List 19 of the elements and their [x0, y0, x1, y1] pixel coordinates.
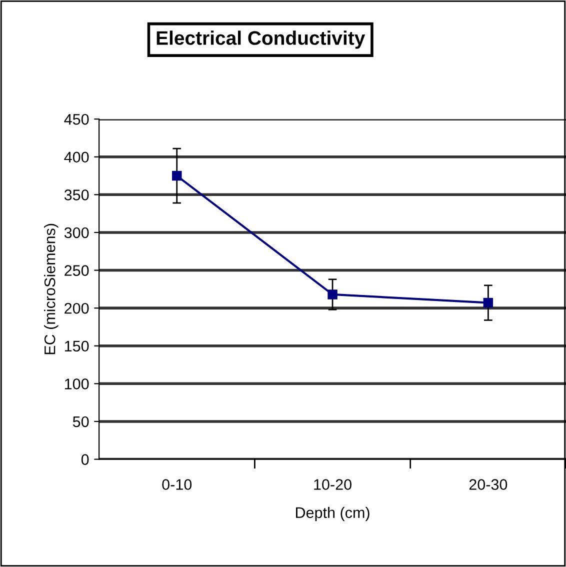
chart-title: Electrical Conductivity — [156, 30, 366, 49]
y-tick-label: 50 — [72, 416, 89, 428]
y-tick-label: 350 — [64, 190, 89, 200]
y-tick-label: 450 — [64, 114, 89, 125]
x-axis-title: Depth (cm) — [296, 506, 370, 522]
y-tick-label: 150 — [65, 340, 89, 352]
point — [483, 298, 494, 308]
y-tick-label: 0 — [81, 454, 89, 465]
y-tick-label: 200 — [64, 302, 89, 314]
y-tick-label: 400 — [64, 152, 89, 163]
y-tick-label: 100 — [65, 378, 89, 390]
x-tick-label: 20-30 — [469, 479, 508, 490]
point — [172, 170, 182, 181]
point — [328, 290, 338, 300]
y-tick-label: 250 — [64, 265, 89, 276]
x-tick-label: 0-10 — [162, 479, 192, 490]
y-tick-label: 300 — [64, 227, 89, 238]
x-tick-label: 10-20 — [314, 479, 352, 490]
y-axis-title: EC (microSiemens) — [44, 224, 58, 354]
